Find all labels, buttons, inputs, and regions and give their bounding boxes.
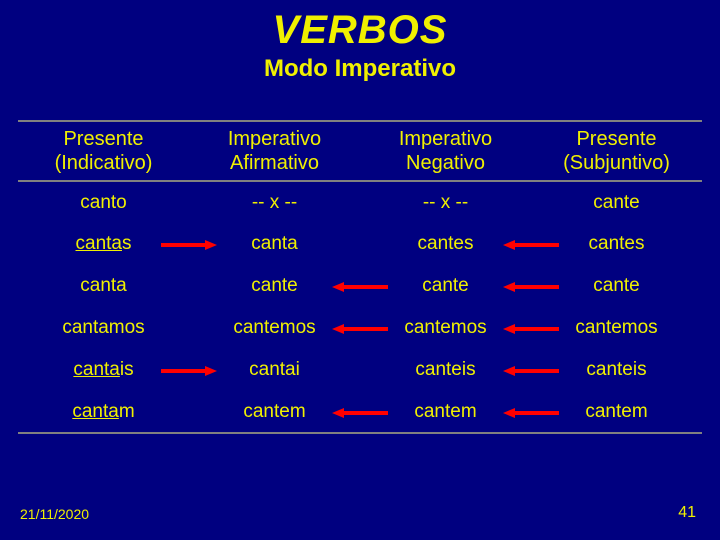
cell-imperativo-afirmativo: cantemos [189,307,360,349]
cell-presente-subjuntivo: canteis [531,349,702,391]
cell-presente-indicativo: cantamos [18,307,189,349]
cell-presente-indicativo: cantas [18,223,189,265]
header-line2: (Subjuntivo) [563,152,670,174]
table-row: cantacante cante cante [18,265,702,307]
cell-imperativo-negativo: cantemos [360,307,531,349]
table-row: cantas cantacantes cantes [18,223,702,265]
cell-imperativo-negativo: cantes [360,223,531,265]
cell-presente-subjuntivo: cantem [531,391,702,433]
cell-presente-subjuntivo: cante [531,181,702,223]
header-line1: Imperativo [399,128,492,150]
col-header-presente-indicativo: Presente (Indicativo) [18,121,189,181]
header-line1: Imperativo [228,128,321,150]
cell-presente-subjuntivo: cantemos [531,307,702,349]
table-row: cantamcantem cantem cantem [18,391,702,433]
header-line2: Negativo [406,152,485,174]
table-row: cantamoscantemos cantemos cantemos [18,307,702,349]
footer-date: 21/11/2020 [20,506,89,522]
header-line2: (Indicativo) [55,152,153,174]
table-row: canto-- x ---- x --cante [18,181,702,223]
cell-imperativo-afirmativo: cantai [189,349,360,391]
cell-imperativo-afirmativo: canta [189,223,360,265]
cell-imperativo-afirmativo: cantem [189,391,360,433]
table-header-row: Presente (Indicativo) Imperativo Afirmat… [18,121,702,181]
header-line2: Afirmativo [230,152,319,174]
cell-presente-subjuntivo: cantes [531,223,702,265]
header-line1: Presente [576,128,656,150]
cell-presente-indicativo: cantam [18,391,189,433]
cell-imperativo-negativo: -- x -- [360,181,531,223]
conjugation-table: Presente (Indicativo) Imperativo Afirmat… [18,120,702,434]
cell-presente-indicativo: canto [18,181,189,223]
col-header-imperativo-afirmativo: Imperativo Afirmativo [189,121,360,181]
page-title: VERBOS [0,0,720,53]
cell-imperativo-afirmativo: -- x -- [189,181,360,223]
cell-imperativo-negativo: canteis [360,349,531,391]
footer-page-number: 41 [678,504,696,522]
header-line1: Presente [63,128,143,150]
table-row: cantais cantaicanteis canteis [18,349,702,391]
page-subtitle: Modo Imperativo [0,55,720,83]
cell-presente-subjuntivo: cante [531,265,702,307]
cell-imperativo-afirmativo: cante [189,265,360,307]
cell-imperativo-negativo: cantem [360,391,531,433]
col-header-imperativo-negativo: Imperativo Negativo [360,121,531,181]
cell-presente-indicativo: canta [18,265,189,307]
cell-imperativo-negativo: cante [360,265,531,307]
cell-presente-indicativo: cantais [18,349,189,391]
col-header-presente-subjuntivo: Presente (Subjuntivo) [531,121,702,181]
